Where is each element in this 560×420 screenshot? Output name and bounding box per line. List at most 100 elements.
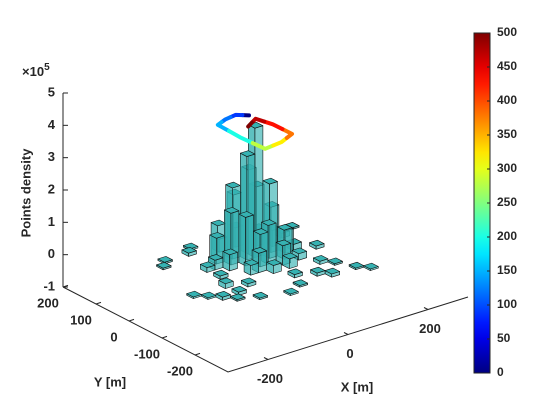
- bar-top: [156, 261, 172, 269]
- bar-top: [215, 290, 231, 298]
- bar-top: [200, 261, 216, 268]
- bar: [282, 252, 298, 269]
- bar: [292, 279, 309, 288]
- bar: [215, 290, 231, 301]
- bar-top: [348, 261, 365, 269]
- bar: [213, 269, 229, 280]
- bar: [230, 293, 246, 302]
- bar: [312, 255, 329, 265]
- y-tick-label: -200: [167, 363, 193, 378]
- bar: [201, 291, 217, 300]
- bar-top: [324, 267, 341, 275]
- axis-line: [62, 286, 469, 373]
- z-multiplier: ×105: [22, 62, 50, 80]
- bar-top: [266, 259, 282, 266]
- y-tick: [128, 318, 135, 322]
- bar-top: [251, 247, 268, 254]
- colorbar-tick-label: 200: [497, 229, 517, 243]
- z-tick-label: 3: [48, 149, 55, 164]
- bar-top: [231, 285, 247, 293]
- z-tick-label: 4: [48, 117, 56, 132]
- trajectory-segment: [246, 120, 254, 129]
- trajectory-segment: [262, 119, 285, 132]
- z-axis-label: Points density: [18, 148, 33, 238]
- bar: [348, 261, 365, 271]
- bar-top: [213, 269, 229, 277]
- bar-side: [267, 222, 277, 265]
- bar-top: [261, 219, 277, 226]
- bar: [218, 277, 234, 289]
- y-tick: [161, 335, 168, 339]
- bar-top: [287, 268, 303, 275]
- bar-top: [241, 277, 257, 285]
- bar-top: [291, 247, 308, 255]
- x-tick-label: 0: [346, 346, 353, 361]
- y-tick-label: 100: [70, 312, 92, 327]
- z-tick-label: -1: [43, 278, 55, 293]
- bar-top: [157, 256, 173, 263]
- bar-top: [225, 181, 241, 189]
- z-tick-label: 1: [48, 214, 55, 229]
- y-tick-label: 0: [110, 329, 117, 344]
- colorbar-tick-label: 350: [497, 127, 517, 141]
- z-multiplier-base: ×10: [22, 64, 44, 79]
- bar: [363, 262, 379, 271]
- bar-side: [238, 213, 246, 267]
- colorbar-tick-label: 450: [497, 59, 517, 73]
- y-tick-label: 200: [37, 295, 59, 310]
- bar-top: [218, 277, 234, 285]
- bar: [324, 267, 341, 278]
- bar-top: [262, 177, 278, 185]
- trajectory-segment: [250, 141, 276, 151]
- y-tick-label: -100: [134, 346, 160, 361]
- x-tick: [423, 307, 429, 310]
- x-tick-label: -200: [257, 371, 283, 386]
- colorbar-tick-label: 250: [497, 195, 517, 209]
- bar-top: [275, 239, 292, 247]
- bar: [222, 248, 238, 272]
- bar: [243, 259, 260, 276]
- trajectory-segment: [226, 129, 255, 146]
- bar-side: [229, 251, 238, 272]
- x-tick: [343, 332, 349, 335]
- y-tick: [62, 284, 69, 288]
- bar: [181, 246, 197, 257]
- bar: [309, 239, 325, 250]
- bar-top: [183, 242, 199, 250]
- bar-top: [210, 219, 226, 227]
- bar-side: [258, 250, 268, 274]
- bar: [283, 287, 299, 296]
- bar-top: [282, 252, 298, 260]
- z-tick-label: 5: [48, 84, 55, 99]
- trajectory-segment: [215, 120, 231, 134]
- bar: [156, 261, 172, 271]
- bar-top: [208, 254, 224, 261]
- bar: [231, 285, 247, 296]
- bar: [186, 290, 202, 299]
- bar-top: [283, 287, 299, 295]
- colorbar-tick-label: 100: [497, 297, 517, 311]
- bar-top: [238, 211, 254, 218]
- bar-top: [240, 150, 256, 157]
- bar-top: [309, 239, 325, 247]
- bar-top: [252, 291, 269, 299]
- bar: [287, 268, 303, 279]
- y-axis-label: Y [m]: [94, 374, 126, 389]
- colorbar-tick-label: 400: [497, 93, 517, 107]
- bar-top: [201, 291, 217, 299]
- y-tick: [194, 352, 201, 356]
- bar-top: [277, 224, 293, 231]
- bar: [241, 277, 257, 288]
- x-tick-label: 200: [419, 321, 441, 336]
- colorbar-tick-label: 0: [497, 365, 504, 379]
- bar-top: [292, 279, 309, 286]
- bar: [327, 257, 343, 266]
- bar-top: [253, 228, 269, 235]
- bar-top: [243, 259, 260, 266]
- x-tick: [263, 357, 269, 360]
- colorbar-tick-label: 300: [497, 161, 517, 175]
- x-axis-label: X [m]: [341, 379, 374, 394]
- bar-top: [186, 290, 202, 298]
- bar-top: [224, 207, 240, 214]
